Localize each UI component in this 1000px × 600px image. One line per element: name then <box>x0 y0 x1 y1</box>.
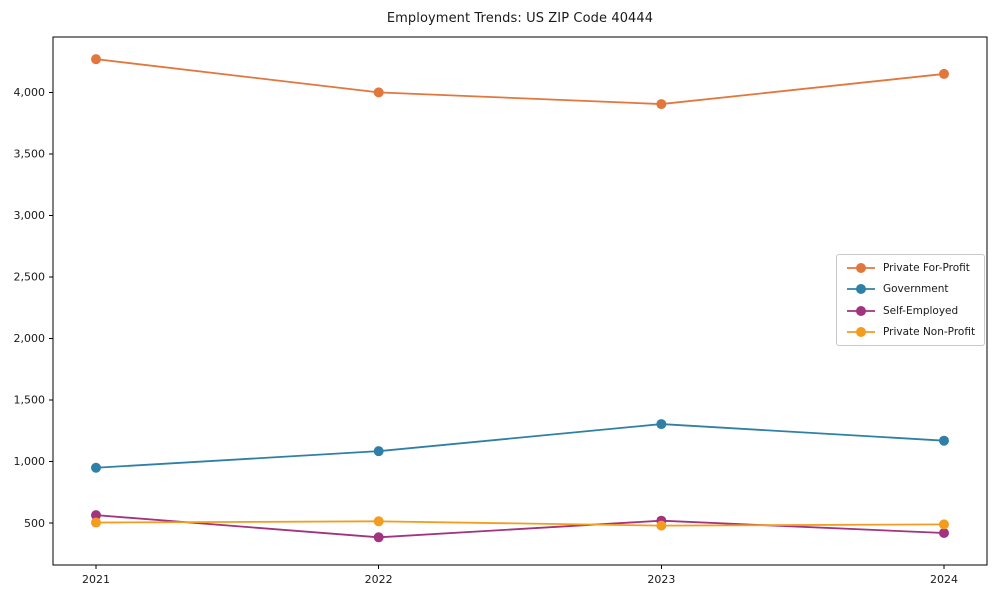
x-tick-label: 2022 <box>365 573 393 586</box>
x-tick-label: 2023 <box>647 573 675 586</box>
y-tick-label: 2,500 <box>14 271 46 284</box>
data-point-government <box>939 435 949 446</box>
y-tick-label: 2,000 <box>14 332 46 345</box>
series-line-private-non-profit <box>95 520 945 527</box>
legend-item-private-for-profit: Private For-Profit <box>846 262 975 274</box>
data-point-private-for-profit <box>373 87 384 98</box>
data-point-private-for-profit <box>656 99 667 110</box>
legend-item-private-non-profit: Private Non-Profit <box>846 326 975 338</box>
data-point-government <box>373 446 384 457</box>
data-point-private-for-profit <box>91 54 101 65</box>
legend-marker-icon <box>847 326 875 337</box>
data-point-private-non-profit <box>939 519 949 530</box>
y-tick-label: 1,000 <box>14 455 46 468</box>
data-point-private-non-profit <box>373 516 384 527</box>
data-point-self-employed <box>373 532 384 543</box>
series-line-private-for-profit <box>95 58 945 105</box>
y-tick-label: 500 <box>24 517 45 530</box>
x-tick-label: 2024 <box>930 573 958 586</box>
data-point-private-non-profit <box>656 520 667 531</box>
legend-label: Government <box>883 283 949 296</box>
data-point-government <box>656 419 667 430</box>
legend-label: Private Non-Profit <box>883 325 976 338</box>
legend-label: Private For-Profit <box>883 262 970 274</box>
y-tick-label: 1,500 <box>14 394 46 407</box>
chart-title: Employment Trends: US ZIP Code 40444 <box>386 11 654 26</box>
legend-marker-icon <box>847 284 875 295</box>
legend-marker-icon <box>847 305 875 316</box>
data-point-private-for-profit <box>939 68 949 79</box>
data-point-self-employed <box>91 510 101 521</box>
y-tick-label: 4,000 <box>14 86 46 99</box>
data-point-self-employed <box>939 528 949 538</box>
legend-label: Self-Employed <box>883 304 959 317</box>
legend-item-government: Government <box>846 283 975 295</box>
data-point-government <box>91 462 101 473</box>
series-line-government <box>95 423 945 469</box>
data-point-private-non-profit <box>91 517 101 528</box>
series-line-self-employed <box>95 514 945 539</box>
legend-item-self-employed: Self-Employed <box>846 305 975 317</box>
chart-legend: Private For-Profit Government Self-Employe… <box>836 254 985 346</box>
legend-marker-icon <box>847 263 875 273</box>
x-tick-label: 2021 <box>82 573 110 586</box>
y-tick-label: 3,000 <box>14 209 46 222</box>
plot-frame <box>52 36 988 566</box>
y-tick-label: 3,500 <box>14 148 46 161</box>
